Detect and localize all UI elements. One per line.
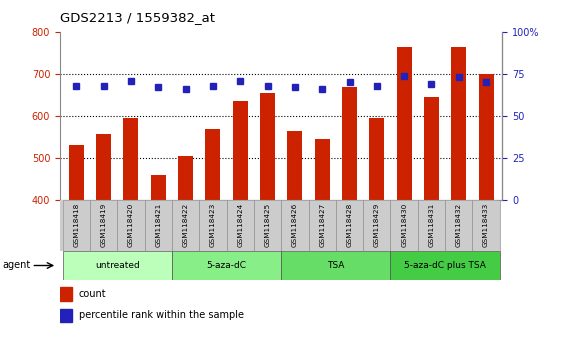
Text: GSM118421: GSM118421	[155, 202, 161, 247]
Text: GSM118430: GSM118430	[401, 202, 407, 247]
Text: GSM118432: GSM118432	[456, 202, 462, 247]
Text: TSA: TSA	[327, 261, 344, 270]
Bar	[117, 200, 144, 251]
Bar	[60, 309, 72, 322]
Bar	[227, 200, 254, 251]
Bar	[282, 251, 391, 280]
Bar	[206, 129, 220, 200]
Text: GSM118422: GSM118422	[183, 202, 188, 247]
Text: GSM118425: GSM118425	[264, 202, 271, 247]
Bar	[472, 200, 500, 251]
Bar	[445, 200, 472, 251]
Bar	[178, 156, 193, 200]
Bar	[424, 97, 439, 200]
Bar	[63, 200, 90, 251]
Bar	[260, 93, 275, 200]
Bar	[397, 47, 412, 200]
Bar	[254, 200, 282, 251]
Bar	[391, 251, 500, 280]
Bar	[315, 139, 329, 200]
Text: GSM118426: GSM118426	[292, 202, 298, 247]
Bar	[282, 200, 308, 251]
Text: 5-aza-dC plus TSA: 5-aza-dC plus TSA	[404, 261, 486, 270]
Text: 5-aza-dC: 5-aza-dC	[207, 261, 247, 270]
Text: GSM118433: GSM118433	[483, 202, 489, 247]
Text: GSM118428: GSM118428	[347, 202, 352, 247]
Bar	[233, 101, 248, 200]
Bar	[363, 200, 391, 251]
Bar	[60, 287, 72, 301]
Text: GSM118424: GSM118424	[237, 202, 243, 247]
Bar	[63, 251, 172, 280]
Bar	[478, 74, 493, 200]
Text: GSM118423: GSM118423	[210, 202, 216, 247]
Bar	[308, 200, 336, 251]
Text: count: count	[79, 289, 106, 299]
Text: GSM118427: GSM118427	[319, 202, 325, 247]
Text: GDS2213 / 1559382_at: GDS2213 / 1559382_at	[60, 11, 215, 24]
Bar	[418, 200, 445, 251]
Bar	[151, 175, 166, 200]
Text: GSM118431: GSM118431	[428, 202, 435, 247]
Bar	[123, 118, 139, 200]
Bar	[336, 200, 363, 251]
Text: untreated: untreated	[95, 261, 140, 270]
Bar	[287, 131, 303, 200]
Bar	[96, 133, 111, 200]
Text: GSM118429: GSM118429	[374, 202, 380, 247]
Bar	[172, 251, 281, 280]
Bar	[144, 200, 172, 251]
Bar	[369, 118, 384, 200]
Bar	[172, 200, 199, 251]
Bar	[342, 86, 357, 200]
Bar	[69, 145, 84, 200]
Text: GSM118420: GSM118420	[128, 202, 134, 247]
Bar	[451, 47, 467, 200]
Bar	[199, 200, 227, 251]
Text: GSM118418: GSM118418	[73, 202, 79, 247]
Bar	[391, 200, 418, 251]
Text: GSM118419: GSM118419	[100, 202, 107, 247]
Text: percentile rank within the sample: percentile rank within the sample	[79, 310, 244, 320]
Text: agent: agent	[3, 261, 31, 270]
Bar	[90, 200, 117, 251]
